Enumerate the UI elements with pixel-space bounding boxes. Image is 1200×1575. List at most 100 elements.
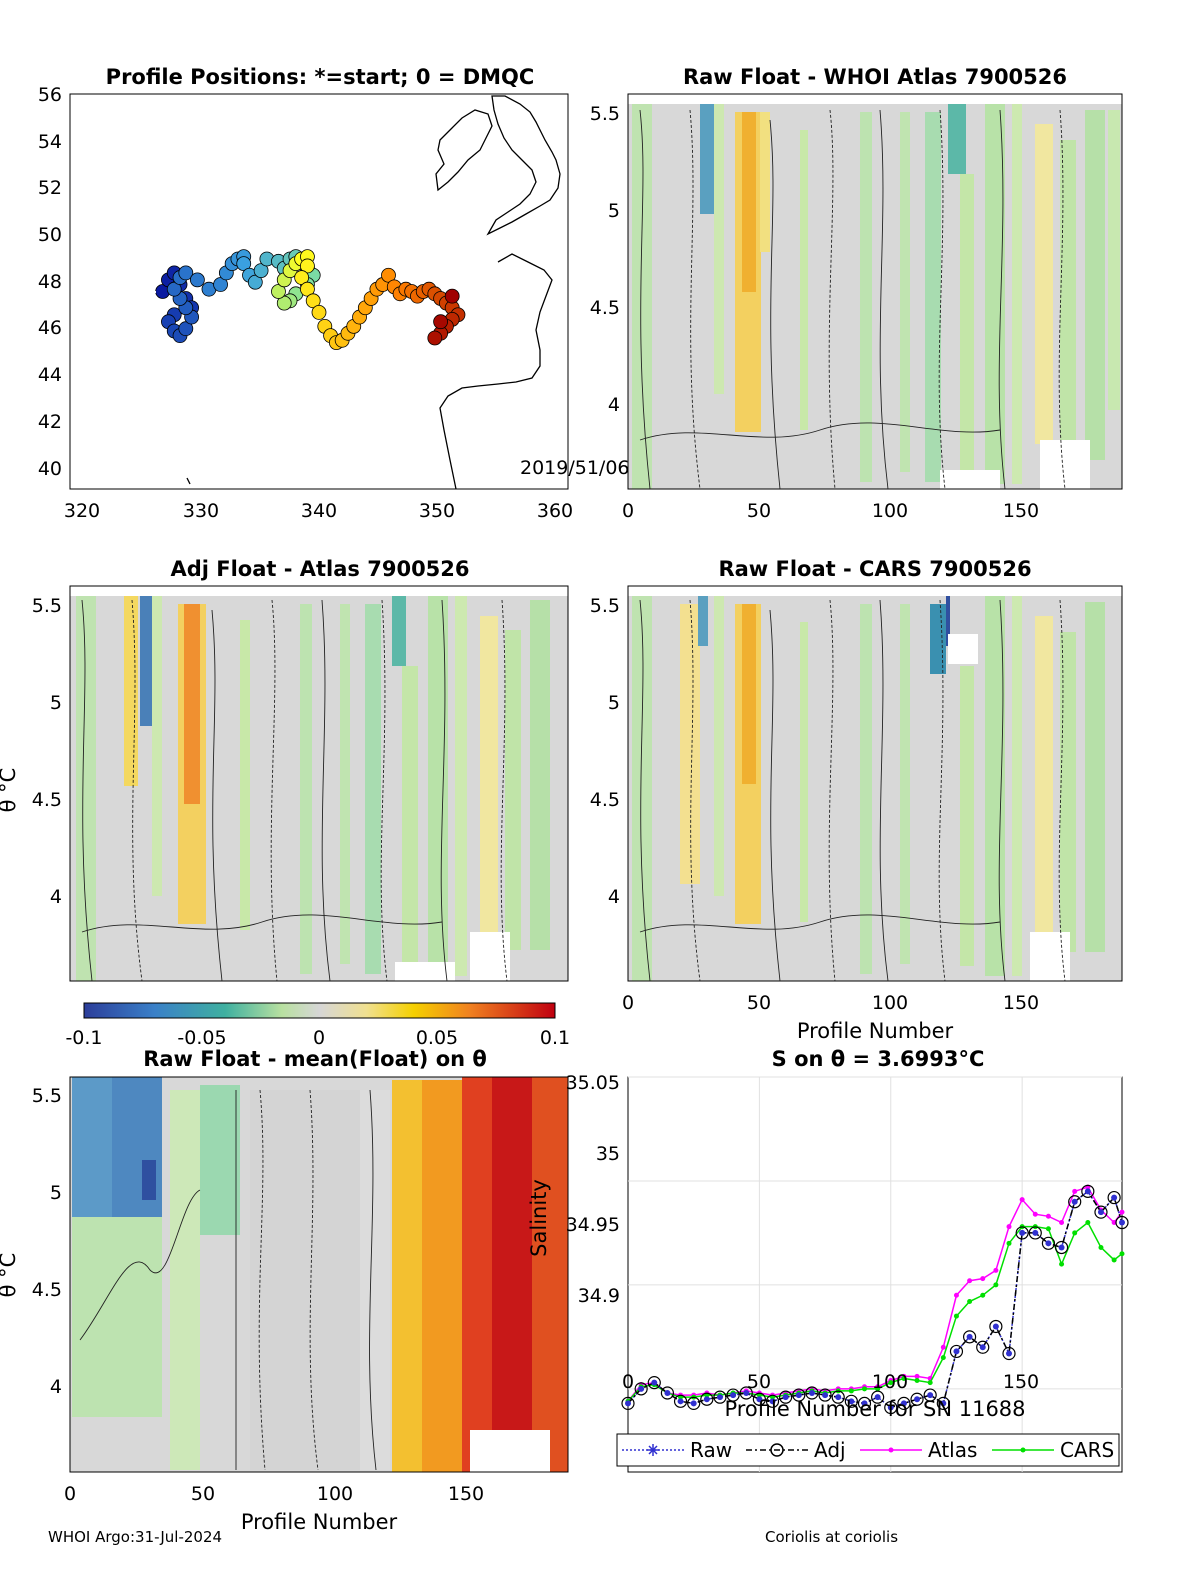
- point-cars: [1072, 1230, 1078, 1236]
- profile-point: [253, 263, 269, 278]
- point-adj: [962, 1330, 977, 1344]
- map-ytick: 42: [38, 411, 62, 433]
- point-adj: [1115, 1215, 1129, 1230]
- point-cars: [848, 1388, 854, 1394]
- point-cars: [1111, 1257, 1117, 1263]
- raw-point: [874, 1394, 881, 1401]
- map-ytick: 56: [38, 84, 62, 106]
- point-atlas: [1119, 1209, 1125, 1215]
- footer-right: Coriolis at coriolis: [765, 1528, 898, 1546]
- raw-point: [1006, 1350, 1013, 1357]
- point-cars: [980, 1292, 986, 1298]
- map-ytick: 48: [38, 271, 62, 293]
- adj-atlas-ytick: 5.5: [32, 595, 62, 617]
- raw-point: [900, 1400, 907, 1407]
- salinity-ytick: 35: [596, 1143, 620, 1165]
- raw-point: [1119, 1219, 1125, 1226]
- dot-icon: [888, 1447, 894, 1453]
- point-cars: [888, 1380, 894, 1386]
- raw-mean-ytick: 5: [50, 1182, 62, 1204]
- point-cars: [1098, 1244, 1104, 1250]
- point-adj: [752, 1392, 766, 1406]
- profile-point: [381, 267, 396, 283]
- raw-cars-xtick: 100: [872, 992, 908, 1014]
- salinity-xtick: 0: [622, 1371, 634, 1393]
- raw-mean-xtick: 50: [191, 1483, 215, 1505]
- profile-point: [300, 258, 315, 274]
- map-title: Profile Positions: *=start; 0 = DMQC: [106, 65, 535, 89]
- map-ytick: 54: [38, 131, 62, 153]
- point-adj: [634, 1382, 648, 1396]
- point-cars: [875, 1386, 881, 1392]
- point-atlas: [993, 1267, 999, 1273]
- point-adj: [779, 1390, 793, 1404]
- point-adj: [936, 1396, 950, 1410]
- footer-left: WHOI Argo:31-Jul-2024: [48, 1528, 222, 1546]
- point-adj: [673, 1394, 688, 1408]
- point-atlas: [1072, 1188, 1078, 1194]
- point-adj: [660, 1386, 675, 1400]
- point-adj: [831, 1390, 845, 1404]
- raw-point: [940, 1400, 947, 1407]
- point-adj: [792, 1388, 806, 1402]
- point-cars: [940, 1355, 946, 1361]
- raw-mean-xlabel: Profile Number: [241, 1510, 398, 1534]
- point-cars: [914, 1378, 920, 1384]
- point-cars: [1045, 1226, 1051, 1232]
- point-cars: [1085, 1220, 1091, 1226]
- adj-atlas-title: Adj Float - Atlas 7900526: [170, 557, 469, 581]
- salinity-title: S on θ = 3.6993°C: [772, 1047, 985, 1071]
- point-adj: [1094, 1205, 1108, 1219]
- point-adj: [871, 1390, 885, 1404]
- salinity-ylabel: Salinity: [527, 1179, 551, 1257]
- raw-cars-contours: [639, 599, 1066, 982]
- raw-atlas-title: Raw Float - WHOI Atlas 7900526: [683, 65, 1067, 89]
- point-adj: [976, 1340, 990, 1354]
- circle-icon: [770, 1443, 784, 1457]
- salinity-ytick: 34.9: [578, 1285, 620, 1307]
- point-atlas: [1006, 1224, 1012, 1230]
- legend: Raw Adj Atlas CARS: [616, 1433, 1120, 1467]
- raw-atlas-ytick: 4: [608, 394, 620, 416]
- raw-atlas-ytick: 4.5: [590, 297, 620, 319]
- map-xtick: 340: [301, 500, 337, 522]
- raw-point: [1097, 1209, 1104, 1216]
- raw-point: [625, 1400, 631, 1407]
- raw-point: [703, 1396, 710, 1403]
- adj-atlas-field: [69, 585, 569, 982]
- raw-point: [966, 1333, 973, 1340]
- point-adj: [1028, 1226, 1042, 1240]
- profile-point: [300, 281, 315, 297]
- raw-cars-xtick: 150: [1003, 992, 1039, 1014]
- raw-mean-title: Raw Float - mean(Float) on θ: [143, 1047, 487, 1071]
- point-atlas: [1045, 1213, 1051, 1219]
- profile-point: [433, 314, 449, 330]
- raw-atlas-xtick: 50: [747, 500, 771, 522]
- point-adj: [1107, 1190, 1121, 1205]
- raw-point: [795, 1392, 802, 1399]
- point-atlas: [914, 1373, 920, 1379]
- raw-cars-title: Raw Float - CARS 7900526: [718, 557, 1031, 581]
- raw-mean-field: [69, 1076, 569, 1473]
- raw-atlas-ytick: 5: [608, 200, 620, 222]
- colorbar-tick: 0.05: [416, 1027, 458, 1049]
- raw-cars-ytick: 5: [608, 692, 620, 714]
- raw-point: [861, 1400, 868, 1407]
- raw-cars-ytick: 4: [608, 886, 620, 908]
- raw-cars-xtick: 50: [747, 992, 771, 1014]
- map-ytick: 52: [38, 177, 62, 199]
- raw-point: [808, 1390, 815, 1396]
- point-cars: [967, 1299, 973, 1305]
- point-cars: [1006, 1240, 1012, 1246]
- map-xtick: 360: [537, 500, 573, 522]
- adj-atlas-contours: [81, 599, 508, 982]
- raw-atlas-xtick: 0: [622, 500, 634, 522]
- raw-cars-ytick: 4.5: [590, 789, 620, 811]
- raw-point: [1071, 1198, 1078, 1205]
- map-xtick: 350: [419, 500, 455, 522]
- raw-point: [953, 1348, 960, 1355]
- salinity-xtick: 50: [747, 1371, 771, 1393]
- adj-atlas-ytick: 4.5: [32, 789, 62, 811]
- salinity-xlabel: Profile Number for SN 11688: [724, 1397, 1025, 1421]
